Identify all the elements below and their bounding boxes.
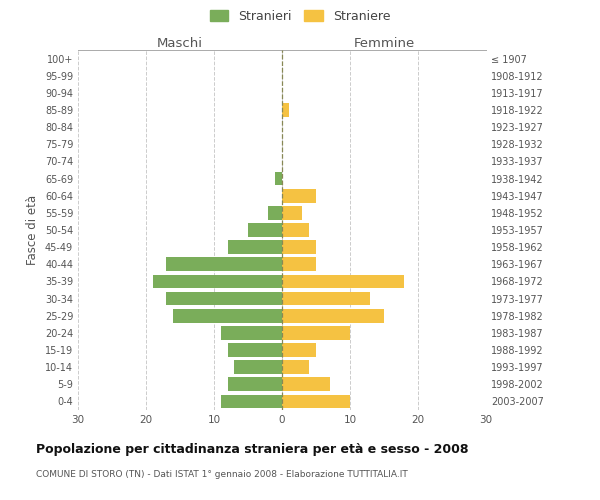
Bar <box>282 223 309 237</box>
Text: COMUNE DI STORO (TN) - Dati ISTAT 1° gennaio 2008 - Elaborazione TUTTITALIA.IT: COMUNE DI STORO (TN) - Dati ISTAT 1° gen… <box>36 470 408 479</box>
Legend: Stranieri, Straniere: Stranieri, Straniere <box>206 6 394 26</box>
Bar <box>282 240 316 254</box>
Bar <box>282 343 316 357</box>
Bar <box>268 206 282 220</box>
Bar <box>173 309 282 322</box>
Bar <box>282 309 384 322</box>
Bar <box>227 378 282 391</box>
Bar <box>282 206 302 220</box>
Bar <box>282 258 316 271</box>
Bar <box>282 274 404 288</box>
Bar <box>166 292 282 306</box>
Y-axis label: Fasce di età: Fasce di età <box>26 195 39 265</box>
Text: Popolazione per cittadinanza straniera per età e sesso - 2008: Popolazione per cittadinanza straniera p… <box>36 442 469 456</box>
Bar <box>166 258 282 271</box>
Bar <box>235 360 282 374</box>
Bar <box>282 394 350 408</box>
Bar <box>282 103 289 117</box>
Bar <box>227 240 282 254</box>
Bar <box>221 394 282 408</box>
Bar <box>153 274 282 288</box>
Bar <box>282 326 350 340</box>
Bar <box>221 326 282 340</box>
Bar <box>282 360 309 374</box>
Bar <box>282 292 370 306</box>
Bar <box>282 378 329 391</box>
Bar <box>282 189 316 202</box>
Bar <box>275 172 282 185</box>
Bar <box>248 223 282 237</box>
Text: Femmine: Femmine <box>353 37 415 50</box>
Text: Maschi: Maschi <box>157 37 203 50</box>
Bar <box>227 343 282 357</box>
